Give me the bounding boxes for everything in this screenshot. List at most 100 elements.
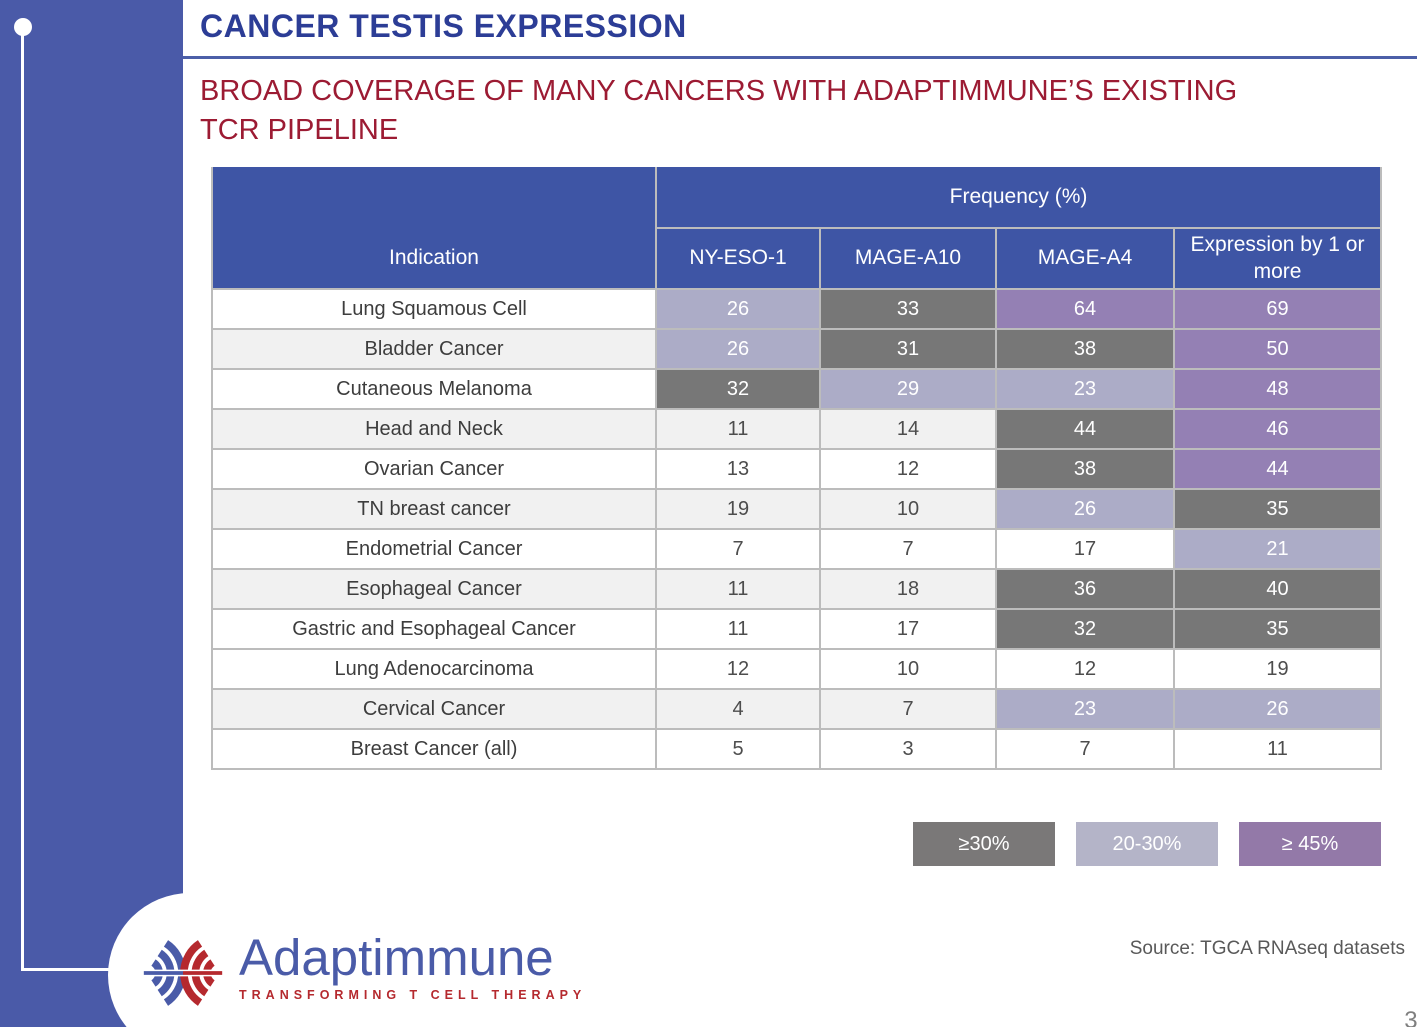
table-group-header-row: Indication Frequency (%) bbox=[211, 167, 1383, 290]
adaptimmune-logo: Adaptimmune TRANSFORMING T CELL THERAPY bbox=[135, 929, 587, 1016]
value-cell: 32 bbox=[995, 608, 1175, 650]
table-column-header-row: NY-ESO-1 MAGE-A10 MAGE-A4 Expression by … bbox=[212, 227, 1383, 290]
indication-cell: Endometrial Cancer bbox=[211, 528, 657, 570]
timeline-dot bbox=[14, 18, 32, 36]
value-cell: 10 bbox=[819, 488, 997, 530]
value-cell: 36 bbox=[995, 568, 1175, 610]
logo-wordmark: Adaptimmune bbox=[239, 929, 554, 986]
value-cell: 14 bbox=[819, 408, 997, 450]
table-row: Head and Neck 11 14 44 46 bbox=[211, 408, 1383, 450]
indication-cell: Esophageal Cancer bbox=[211, 568, 657, 610]
value-cell: 38 bbox=[995, 448, 1175, 490]
expression-table-wrap: Indication Frequency (%) NY-ESO-1 MAGE-A… bbox=[211, 167, 1383, 770]
value-cell: 19 bbox=[655, 488, 821, 530]
source-note: Source: TGCA RNAseq datasets bbox=[1129, 938, 1405, 959]
value-cell: 11 bbox=[655, 608, 821, 650]
page-number: 33 bbox=[1404, 1007, 1417, 1027]
table-row: Cutaneous Melanoma 32 29 23 48 bbox=[211, 368, 1383, 410]
subtitle-line-2: TCR PIPELINE bbox=[200, 114, 399, 146]
legend-box-light: 20-30% bbox=[1076, 822, 1218, 866]
indication-cell: Cervical Cancer bbox=[211, 688, 657, 730]
value-cell: 31 bbox=[819, 328, 997, 370]
value-cell: 18 bbox=[819, 568, 997, 610]
value-cell: 26 bbox=[995, 488, 1175, 530]
value-cell: 35 bbox=[1172, 488, 1383, 530]
value-cell: 38 bbox=[995, 328, 1175, 370]
table-row: Esophageal Cancer 11 18 36 40 bbox=[211, 568, 1383, 610]
value-cell: 12 bbox=[995, 648, 1175, 690]
column-header-ny-eso-1: NY-ESO-1 bbox=[655, 227, 821, 290]
value-cell: 50 bbox=[1172, 328, 1383, 370]
value-cell: 3 bbox=[819, 728, 997, 770]
value-cell: 19 bbox=[1172, 648, 1383, 690]
page-subtitle: BROAD COVERAGE OF MANY CANCERS WITH ADAP… bbox=[200, 72, 1237, 150]
adaptimmune-logo-icon bbox=[140, 940, 226, 1006]
table-row: Lung Squamous Cell 26 33 64 69 bbox=[211, 288, 1383, 330]
indication-cell: TN breast cancer bbox=[211, 488, 657, 530]
left-accent-panel bbox=[0, 0, 183, 1027]
timeline-line-vertical bbox=[21, 27, 24, 971]
timeline-line-horizontal bbox=[21, 968, 111, 971]
table-row: TN breast cancer 19 10 26 35 bbox=[211, 488, 1383, 530]
value-cell: 44 bbox=[995, 408, 1175, 450]
value-cell: 11 bbox=[655, 568, 821, 610]
value-cell: 10 bbox=[819, 648, 997, 690]
value-cell: 23 bbox=[995, 368, 1175, 410]
value-cell: 33 bbox=[819, 288, 997, 330]
group-header-frequency: Frequency (%) bbox=[654, 167, 1383, 229]
table-row: Ovarian Cancer 13 12 38 44 bbox=[211, 448, 1383, 490]
value-cell: 7 bbox=[819, 528, 997, 570]
value-cell: 35 bbox=[1172, 608, 1383, 650]
indication-cell: Cutaneous Melanoma bbox=[211, 368, 657, 410]
value-cell: 40 bbox=[1172, 568, 1383, 610]
value-cell: 26 bbox=[655, 288, 821, 330]
indication-cell: Gastric and Esophageal Cancer bbox=[211, 608, 657, 650]
value-cell: 26 bbox=[655, 328, 821, 370]
value-cell: 44 bbox=[1172, 448, 1383, 490]
logo-text-block: Adaptimmune TRANSFORMING T CELL THERAPY bbox=[239, 929, 587, 1003]
indication-cell: Lung Squamous Cell bbox=[211, 288, 657, 330]
value-cell: 7 bbox=[995, 728, 1175, 770]
value-cell: 23 bbox=[995, 688, 1175, 730]
value-cell: 4 bbox=[655, 688, 821, 730]
table-row: Breast Cancer (all) 5 3 7 11 bbox=[211, 728, 1383, 770]
color-legend: ≥30% 20-30% ≥ 45% bbox=[913, 822, 1381, 866]
legend-box-purple: ≥ 45% bbox=[1239, 822, 1381, 866]
value-cell: 69 bbox=[1172, 288, 1383, 330]
indication-cell: Lung Adenocarcinoma bbox=[211, 648, 657, 690]
table-row: Bladder Cancer 26 31 38 50 bbox=[211, 328, 1383, 370]
indication-cell: Bladder Cancer bbox=[211, 328, 657, 370]
indication-cell: Head and Neck bbox=[211, 408, 657, 450]
logo-tagline: TRANSFORMING T CELL THERAPY bbox=[239, 988, 587, 1003]
value-cell: 5 bbox=[655, 728, 821, 770]
indication-cell: Ovarian Cancer bbox=[211, 448, 657, 490]
table-row: Cervical Cancer 4 7 23 26 bbox=[211, 688, 1383, 730]
value-cell: 11 bbox=[1172, 728, 1383, 770]
value-cell: 12 bbox=[655, 648, 821, 690]
column-header-expression-by-1-or-more: Expression by 1 or more bbox=[1172, 227, 1383, 290]
value-cell: 32 bbox=[655, 368, 821, 410]
value-cell: 21 bbox=[1172, 528, 1383, 570]
title-divider bbox=[183, 56, 1417, 59]
value-cell: 48 bbox=[1172, 368, 1383, 410]
indication-cell: Breast Cancer (all) bbox=[211, 728, 657, 770]
table-row: Lung Adenocarcinoma 12 10 12 19 bbox=[211, 648, 1383, 690]
value-cell: 13 bbox=[655, 448, 821, 490]
value-cell: 17 bbox=[819, 608, 997, 650]
subtitle-line-1: BROAD COVERAGE OF MANY CANCERS WITH ADAP… bbox=[200, 75, 1238, 107]
column-header-mage-a10: MAGE-A10 bbox=[819, 227, 997, 290]
column-header-mage-a4: MAGE-A4 bbox=[995, 227, 1175, 290]
table-row: Endometrial Cancer 7 7 17 21 bbox=[211, 528, 1383, 570]
value-cell: 29 bbox=[819, 368, 997, 410]
value-cell: 11 bbox=[655, 408, 821, 450]
value-cell: 7 bbox=[819, 688, 997, 730]
column-header-indication: Indication bbox=[211, 167, 657, 290]
table-row: Gastric and Esophageal Cancer 11 17 32 35 bbox=[211, 608, 1383, 650]
value-cell: 7 bbox=[655, 528, 821, 570]
value-cell: 17 bbox=[995, 528, 1175, 570]
legend-box-dark: ≥30% bbox=[913, 822, 1055, 866]
value-cell: 46 bbox=[1172, 408, 1383, 450]
page-title: CANCER TESTIS EXPRESSION bbox=[200, 8, 687, 44]
value-cell: 64 bbox=[995, 288, 1175, 330]
